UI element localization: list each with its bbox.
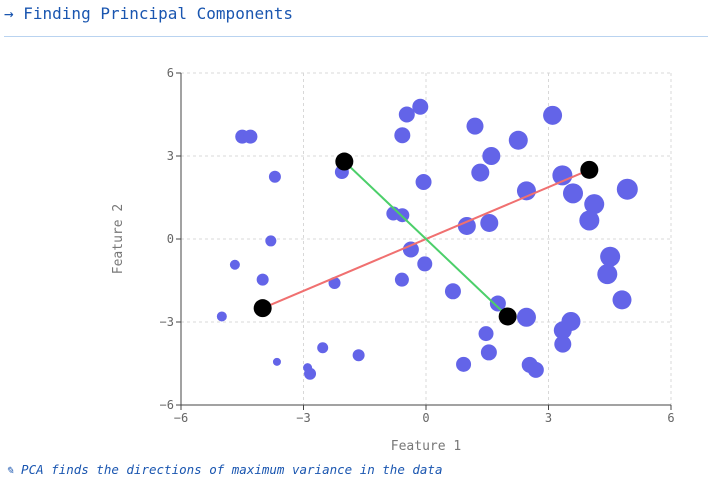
- data-point: [394, 127, 411, 144]
- data-point: [527, 361, 544, 378]
- data-point: [480, 344, 497, 361]
- data-point: [317, 342, 329, 354]
- data-point: [243, 129, 258, 144]
- data-point: [268, 170, 281, 183]
- y-tick-label: 3: [167, 149, 174, 163]
- data-point: [508, 130, 528, 150]
- pc2-endpoint: [498, 307, 517, 326]
- data-point: [554, 335, 572, 353]
- x-tick-label: 3: [545, 411, 552, 425]
- data-point: [402, 241, 419, 258]
- data-point: [352, 349, 365, 362]
- data-point: [272, 357, 281, 366]
- data-point: [480, 213, 499, 232]
- data-point: [584, 194, 605, 215]
- data-point: [412, 98, 429, 115]
- pc1-endpoint: [253, 299, 272, 318]
- data-point: [489, 295, 506, 312]
- pc2-line: [343, 160, 509, 318]
- page-title: → Finding Principal Components: [4, 4, 293, 23]
- data-point: [256, 273, 269, 286]
- y-axis-title: Feature 2: [111, 204, 126, 274]
- data-point: [579, 210, 600, 231]
- header-divider: [4, 36, 708, 37]
- caption: ✎ PCA finds the directions of maximum va…: [6, 462, 443, 477]
- data-point: [597, 264, 618, 285]
- y-tick-label: −6: [160, 398, 174, 412]
- components-layer: [253, 152, 599, 326]
- ticks-layer: −6 −3 0 3 6 6 3 0 −3 −6: [160, 66, 675, 425]
- x-tick-label: −3: [296, 411, 310, 425]
- data-point: [229, 259, 240, 270]
- data-point: [516, 181, 536, 201]
- x-axis-title: Feature 1: [391, 439, 461, 454]
- data-point: [471, 163, 490, 182]
- data-point: [216, 311, 227, 322]
- data-point: [563, 183, 583, 204]
- data-point: [616, 178, 638, 200]
- points-layer: [216, 98, 638, 380]
- data-point: [394, 272, 409, 287]
- data-point: [466, 117, 484, 135]
- y-tick-label: 0: [167, 232, 174, 246]
- x-tick-label: 0: [422, 411, 429, 425]
- header: → Finding Principal Components: [0, 0, 708, 38]
- data-point: [561, 311, 581, 331]
- y-tick-label: 6: [167, 66, 174, 80]
- data-point: [482, 147, 501, 165]
- pc1-endpoint: [580, 160, 599, 179]
- x-tick-label: −6: [174, 411, 188, 425]
- data-point: [457, 216, 476, 235]
- data-point: [516, 307, 536, 327]
- data-point: [612, 290, 632, 310]
- data-point: [398, 106, 415, 123]
- pc2-endpoint: [335, 152, 354, 171]
- data-point: [543, 105, 563, 125]
- data-point: [415, 174, 432, 191]
- y-tick-label: −3: [160, 315, 174, 329]
- data-point: [265, 235, 277, 247]
- data-point: [304, 367, 317, 380]
- data-point: [444, 283, 461, 300]
- data-point: [552, 165, 573, 186]
- data-point: [456, 356, 472, 372]
- data-point: [600, 246, 621, 267]
- pca-scatter-chart: −6 −3 0 3 6 6 3 0 −3 −6 Feature 1 Feature 2: [111, 66, 675, 454]
- data-point: [417, 256, 433, 272]
- x-tick-label: 6: [667, 411, 674, 425]
- data-point: [478, 326, 494, 342]
